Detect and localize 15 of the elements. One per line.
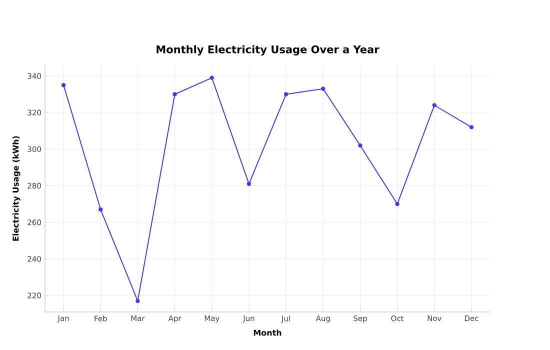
point	[61, 83, 66, 88]
point	[284, 92, 288, 96]
point	[98, 207, 103, 212]
point	[432, 103, 436, 108]
point	[210, 76, 214, 80]
chart-title: Monthly Electricity Usage Over a Year	[156, 45, 380, 56]
point	[246, 182, 252, 186]
point	[172, 92, 177, 96]
point	[395, 202, 400, 206]
point	[136, 298, 140, 304]
point	[321, 86, 326, 91]
x-axis-title: Month	[254, 330, 282, 336]
point	[358, 143, 362, 148]
point	[469, 125, 474, 130]
y-axis-title: Electricity Usage (kWh)	[12, 136, 20, 241]
